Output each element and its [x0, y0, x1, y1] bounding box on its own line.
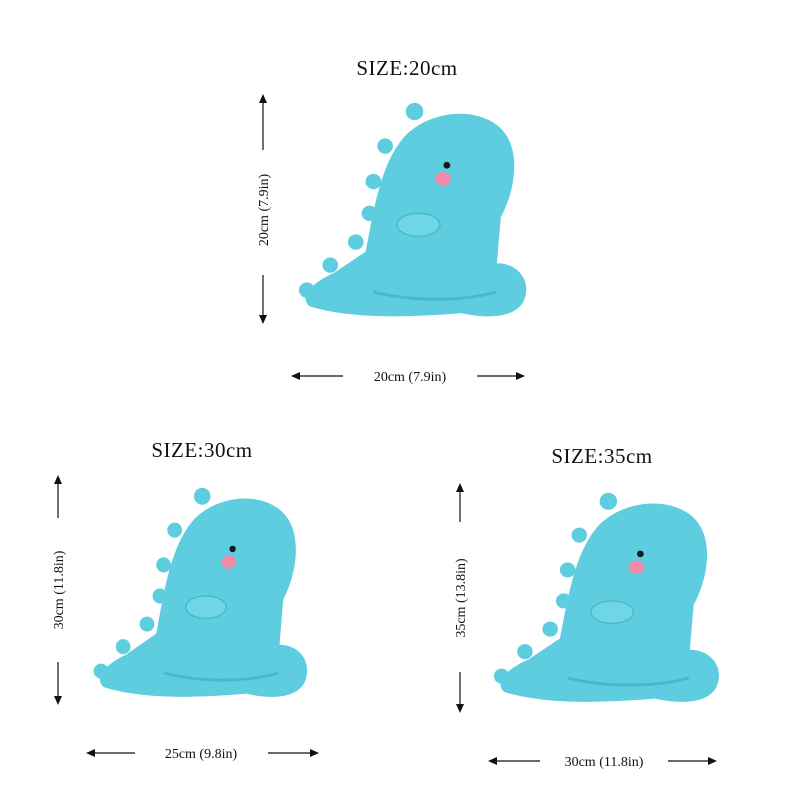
height-label: 20cm (7.9in) — [257, 174, 272, 247]
height-label: 30cm (11.8in) — [52, 550, 67, 629]
height-arrow — [54, 475, 62, 705]
width-label: 25cm (9.8in) — [165, 747, 238, 762]
size-title: SIZE:20cm — [356, 56, 457, 80]
product-20cm: SIZE:20cm 20cm (7.9in) 20cm (7.9in) — [257, 56, 528, 385]
product-30cm: SIZE:30cm 30cm (11.8in) 25cm (9.8in) — [52, 438, 319, 762]
width-arrow — [291, 372, 525, 380]
width-arrow — [488, 757, 717, 765]
product-35cm: SIZE:35cm 35cm (13.8in) 30cm (11.8in) — [454, 444, 721, 770]
height-arrow — [259, 94, 267, 324]
height-label: 35cm (13.8in) — [454, 558, 469, 638]
size-title: SIZE:30cm — [151, 438, 252, 462]
width-label: 20cm (7.9in) — [374, 370, 447, 385]
width-label: 30cm (11.8in) — [565, 755, 644, 770]
height-arrow — [456, 483, 464, 713]
size-title: SIZE:35cm — [551, 444, 652, 468]
dino-plush-image — [92, 486, 309, 699]
width-arrow — [86, 749, 319, 757]
dino-plush-image — [492, 491, 721, 704]
dino-plush-image — [297, 101, 528, 318]
